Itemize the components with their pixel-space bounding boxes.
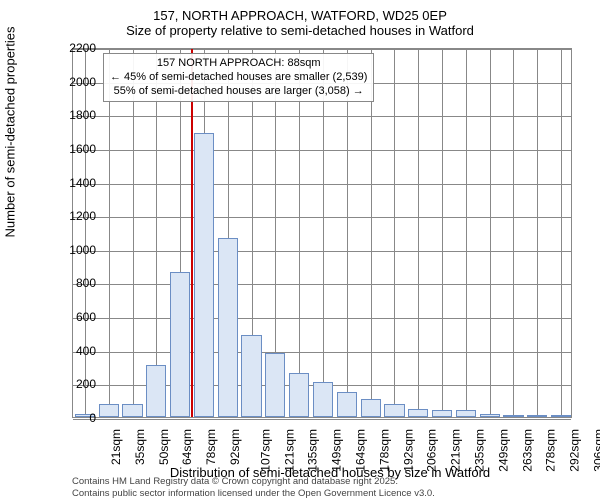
y-axis-label: Number of semi-detached properties bbox=[3, 27, 18, 238]
ytick-label: 1200 bbox=[56, 209, 96, 223]
histogram-bar bbox=[480, 414, 500, 417]
histogram-bar bbox=[527, 415, 547, 417]
histogram-bar bbox=[122, 404, 142, 417]
grid-line-v bbox=[418, 49, 419, 417]
histogram-bar bbox=[146, 365, 166, 417]
footer-line-1: Contains HM Land Registry data © Crown c… bbox=[72, 476, 435, 487]
grid-line-h bbox=[73, 150, 571, 151]
histogram-bar bbox=[456, 410, 476, 417]
xtick-label: 121sqm bbox=[282, 429, 296, 472]
histogram-bar bbox=[432, 410, 452, 417]
grid-line-h bbox=[73, 184, 571, 185]
ytick-label: 800 bbox=[56, 276, 96, 290]
xtick-label: 164sqm bbox=[354, 429, 368, 472]
grid-line-h bbox=[73, 251, 571, 252]
xtick-label: 92sqm bbox=[228, 429, 242, 465]
ytick-label: 2000 bbox=[56, 75, 96, 89]
xtick-label: 21sqm bbox=[109, 429, 123, 465]
ytick-label: 400 bbox=[56, 344, 96, 358]
xtick-label: 221sqm bbox=[449, 429, 463, 472]
xtick-label: 135sqm bbox=[306, 429, 320, 472]
grid-line-h bbox=[73, 217, 571, 218]
xtick-label: 206sqm bbox=[425, 429, 439, 472]
xtick-label: 249sqm bbox=[497, 429, 511, 472]
reference-marker-line bbox=[191, 49, 193, 417]
grid-line-v bbox=[371, 49, 372, 417]
grid-line-v bbox=[299, 49, 300, 417]
chart-title-sub: Size of property relative to semi-detach… bbox=[0, 23, 600, 38]
ytick-label: 1000 bbox=[56, 243, 96, 257]
histogram-bar bbox=[337, 392, 357, 417]
title-area: 157, NORTH APPROACH, WATFORD, WD25 0EP S… bbox=[0, 0, 600, 40]
ytick-label: 600 bbox=[56, 310, 96, 324]
grid-line-v bbox=[347, 49, 348, 417]
ytick-label: 200 bbox=[56, 377, 96, 391]
grid-line-v bbox=[442, 49, 443, 417]
annotation-line-1: 157 NORTH APPROACH: 88sqm bbox=[110, 57, 367, 71]
ytick-label: 1400 bbox=[56, 176, 96, 190]
footer-line-2: Contains public sector information licen… bbox=[72, 488, 435, 499]
grid-line-h bbox=[73, 318, 571, 319]
grid-line-h bbox=[73, 284, 571, 285]
grid-line-h bbox=[73, 49, 571, 50]
xtick-label: 50sqm bbox=[157, 429, 171, 465]
histogram-bar bbox=[384, 404, 404, 417]
grid-line-v bbox=[513, 49, 514, 417]
histogram-bar bbox=[503, 415, 523, 417]
histogram-bar bbox=[289, 373, 309, 417]
grid-line-v bbox=[133, 49, 134, 417]
histogram-bar bbox=[313, 382, 333, 417]
xtick-label: 107sqm bbox=[258, 429, 272, 472]
xtick-label: 35sqm bbox=[133, 429, 147, 465]
histogram-bar bbox=[241, 335, 261, 417]
histogram-bar bbox=[99, 404, 119, 417]
xtick-label: 278sqm bbox=[544, 429, 558, 472]
xtick-label: 292sqm bbox=[568, 429, 582, 472]
xtick-label: 149sqm bbox=[330, 429, 344, 472]
grid-line-h bbox=[73, 419, 571, 420]
xtick-label: 64sqm bbox=[180, 429, 194, 465]
xtick-label: 78sqm bbox=[204, 429, 218, 465]
xtick-label: 235sqm bbox=[473, 429, 487, 472]
footer-attribution: Contains HM Land Registry data © Crown c… bbox=[72, 476, 435, 499]
grid-line-v bbox=[561, 49, 562, 417]
annotation-line-3: 55% of semi-detached houses are larger (… bbox=[110, 85, 367, 99]
grid-line-v bbox=[490, 49, 491, 417]
histogram-bar bbox=[218, 238, 238, 417]
ytick-label: 0 bbox=[56, 411, 96, 425]
plot-area: 157 NORTH APPROACH: 88sqm ← 45% of semi-… bbox=[72, 48, 572, 418]
histogram-bar bbox=[551, 415, 571, 417]
xtick-label: 306sqm bbox=[592, 429, 600, 472]
histogram-bar bbox=[194, 133, 214, 417]
histogram-bar bbox=[408, 409, 428, 417]
grid-line-v bbox=[109, 49, 110, 417]
histogram-bar bbox=[170, 272, 190, 417]
annotation-line-2: ← 45% of semi-detached houses are smalle… bbox=[110, 71, 367, 85]
plot-canvas bbox=[73, 49, 571, 417]
histogram-bar bbox=[361, 399, 381, 418]
grid-line-v bbox=[323, 49, 324, 417]
xtick-label: 263sqm bbox=[520, 429, 534, 472]
grid-line-v bbox=[156, 49, 157, 417]
xtick-label: 178sqm bbox=[378, 429, 392, 472]
grid-line-v bbox=[466, 49, 467, 417]
annotation-box: 157 NORTH APPROACH: 88sqm ← 45% of semi-… bbox=[103, 53, 374, 102]
grid-line-v bbox=[394, 49, 395, 417]
ytick-label: 1800 bbox=[56, 108, 96, 122]
grid-line-v bbox=[537, 49, 538, 417]
grid-line-h bbox=[73, 352, 571, 353]
grid-line-h bbox=[73, 116, 571, 117]
chart-title-main: 157, NORTH APPROACH, WATFORD, WD25 0EP bbox=[0, 8, 600, 23]
histogram-bar bbox=[265, 353, 285, 417]
xtick-label: 192sqm bbox=[401, 429, 415, 472]
grid-line-v bbox=[85, 49, 86, 417]
ytick-label: 2200 bbox=[56, 41, 96, 55]
chart-container: 157, NORTH APPROACH, WATFORD, WD25 0EP S… bbox=[0, 0, 600, 500]
ytick-label: 1600 bbox=[56, 142, 96, 156]
